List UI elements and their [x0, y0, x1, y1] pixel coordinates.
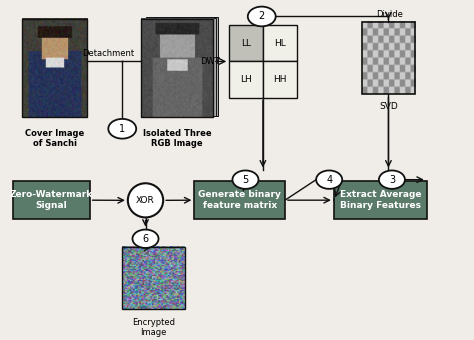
- Bar: [122, 247, 185, 309]
- Bar: [362, 22, 415, 94]
- Text: Generate binary
feature matrix: Generate binary feature matrix: [198, 190, 281, 210]
- Text: Zero-Watermark
Signal: Zero-Watermark Signal: [10, 190, 93, 210]
- Text: DWT: DWT: [200, 57, 220, 66]
- Text: 4: 4: [326, 175, 332, 185]
- Bar: [13, 181, 90, 219]
- Text: 5: 5: [242, 175, 248, 185]
- Bar: [141, 19, 213, 117]
- Bar: [146, 17, 218, 116]
- Circle shape: [248, 6, 276, 26]
- Text: Encrypted
Image: Encrypted Image: [132, 318, 175, 337]
- Text: XOR: XOR: [136, 196, 155, 205]
- Text: Isolated Three
RGB Image: Isolated Three RGB Image: [143, 129, 211, 148]
- Bar: [263, 62, 297, 98]
- Circle shape: [232, 170, 258, 189]
- Text: HH: HH: [273, 75, 286, 84]
- Text: 2: 2: [259, 12, 265, 21]
- Bar: [22, 19, 87, 117]
- Text: LL: LL: [241, 39, 251, 48]
- Bar: [229, 25, 263, 62]
- Circle shape: [379, 170, 405, 189]
- Text: 3: 3: [389, 175, 395, 185]
- Text: HL: HL: [274, 39, 286, 48]
- Bar: [229, 62, 263, 98]
- Text: Divide: Divide: [376, 10, 403, 19]
- Text: LH: LH: [240, 75, 252, 84]
- Text: 6: 6: [143, 234, 148, 244]
- Text: SVD: SVD: [379, 102, 398, 112]
- Ellipse shape: [128, 183, 163, 217]
- Circle shape: [133, 230, 158, 248]
- Circle shape: [316, 170, 342, 189]
- Text: Extract Average
Binary Features: Extract Average Binary Features: [339, 190, 421, 210]
- Text: 1: 1: [119, 124, 125, 134]
- Bar: [144, 18, 216, 116]
- Bar: [141, 19, 213, 117]
- Text: Detachment: Detachment: [82, 49, 134, 58]
- Text: Cover Image
of Sanchi: Cover Image of Sanchi: [25, 129, 84, 148]
- Bar: [263, 25, 297, 62]
- Circle shape: [108, 119, 136, 139]
- Bar: [194, 181, 285, 219]
- Bar: [334, 181, 427, 219]
